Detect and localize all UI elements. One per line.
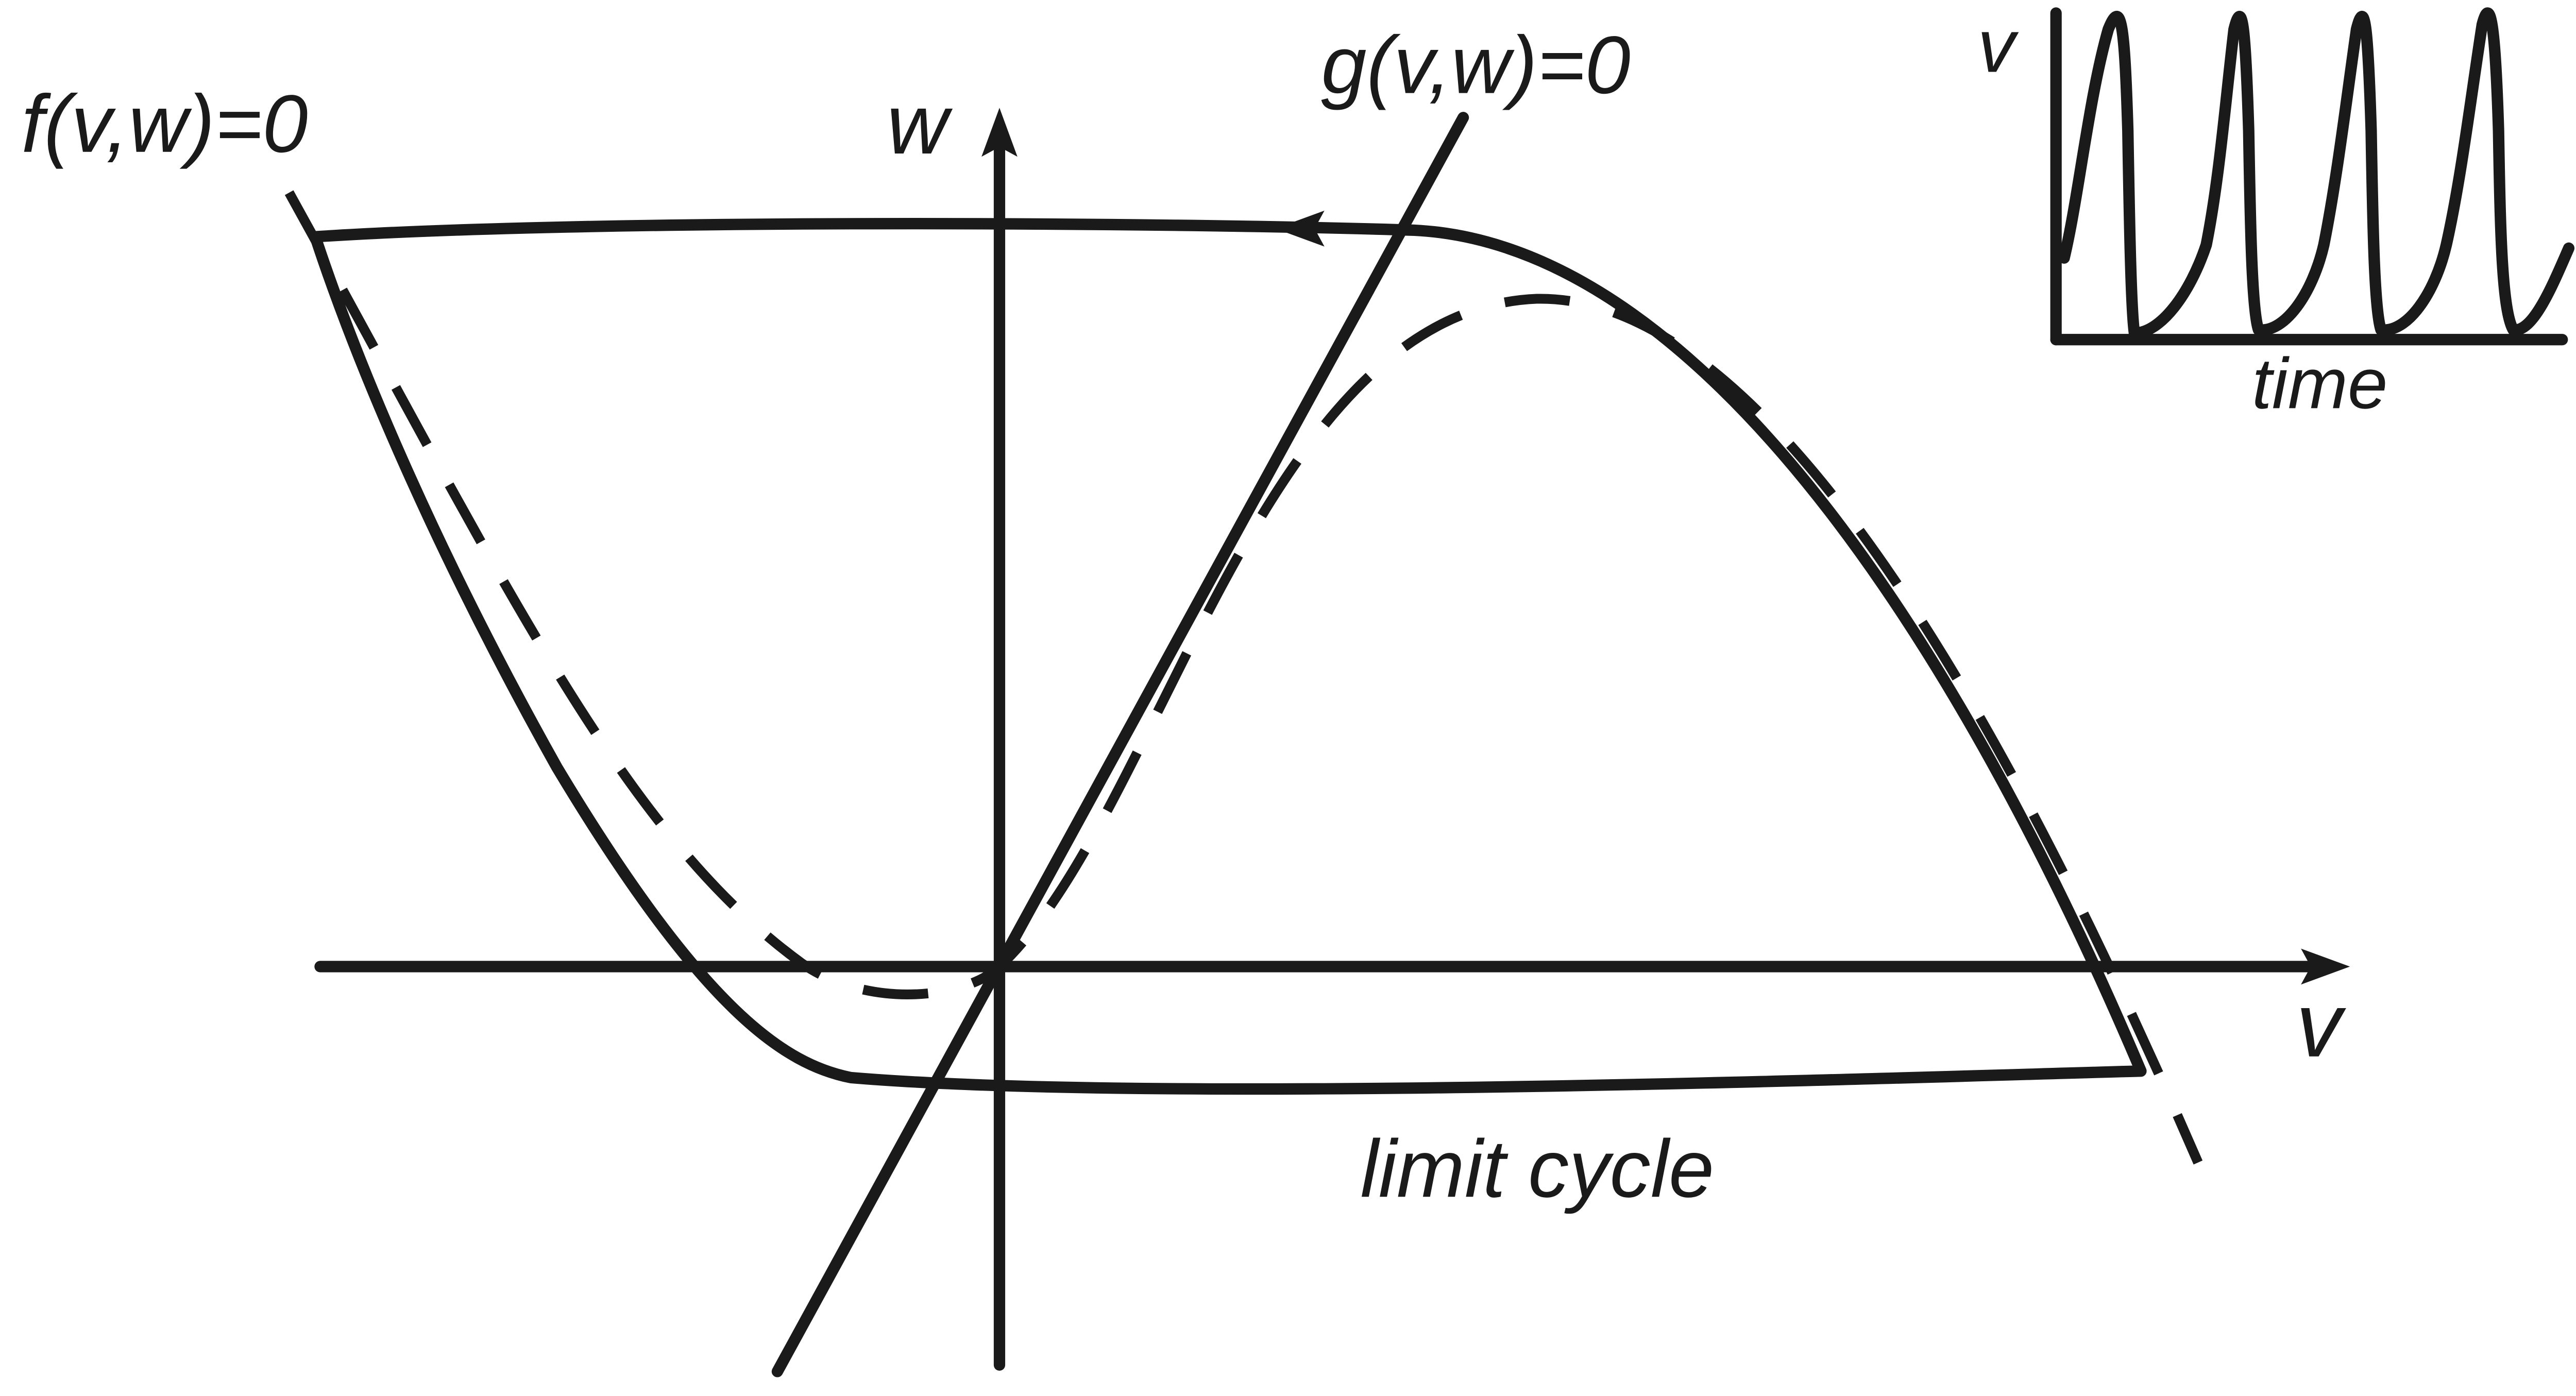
w-axis-arrowhead (981, 108, 1018, 157)
trajectory-direction-icon (1275, 210, 1325, 247)
inset-spike-train (2058, 7, 2575, 339)
g-nullcline (771, 112, 1469, 1377)
v-axis-label: v (2296, 974, 2347, 1076)
inset-time-label: time (2252, 343, 2387, 423)
f-nullcline-label: f(v,w)=0 (21, 78, 308, 169)
limit-cycle-label: limit cycle (1360, 1123, 1714, 1214)
inset-time-series (2050, 7, 2575, 346)
w-axis-label: w (887, 77, 953, 172)
axes (314, 108, 2350, 1371)
g-nullcline-label: g(v,w)=0 (1321, 20, 1630, 111)
inset-v-label: v (1978, 4, 2019, 88)
v-axis-arrowhead (2301, 948, 2350, 985)
f-nullcline (284, 190, 2203, 1165)
limit-cycle-trajectory (309, 218, 2147, 1095)
